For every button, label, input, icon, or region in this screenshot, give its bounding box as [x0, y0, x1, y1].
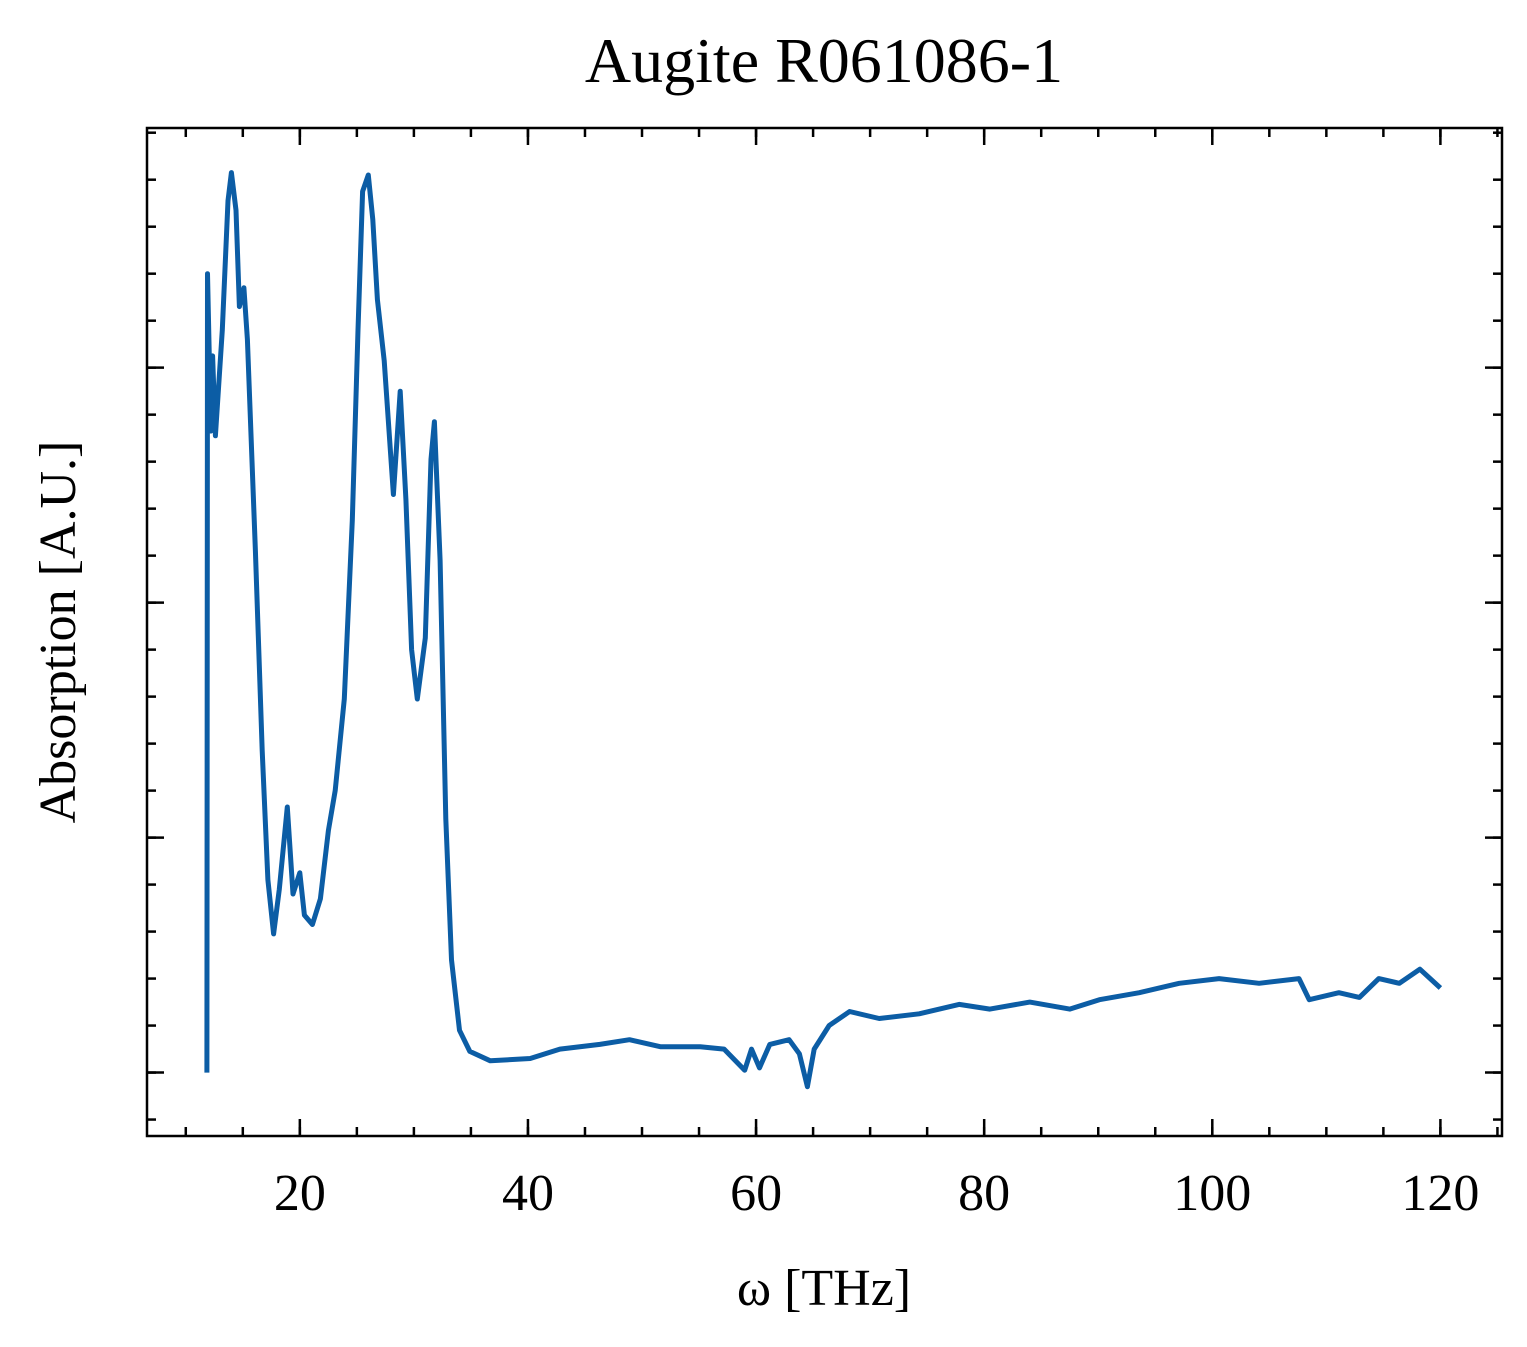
plot-frame	[145, 126, 1504, 1138]
x-tick-label: 80	[958, 1165, 1010, 1222]
x-tick-label: 100	[1173, 1165, 1251, 1222]
x-tick-label: 60	[730, 1165, 782, 1222]
data-line	[204, 170, 1443, 1090]
x-tick-label: 20	[274, 1165, 326, 1222]
x-tick-label: 120	[1401, 1165, 1479, 1222]
y-axis-label: Absorption [A.U.]	[30, 441, 87, 824]
x-axis-label: ω [THz]	[737, 1260, 911, 1317]
x-tick-label: 40	[502, 1165, 554, 1222]
chart-title: Augite R061086-1	[585, 25, 1063, 96]
